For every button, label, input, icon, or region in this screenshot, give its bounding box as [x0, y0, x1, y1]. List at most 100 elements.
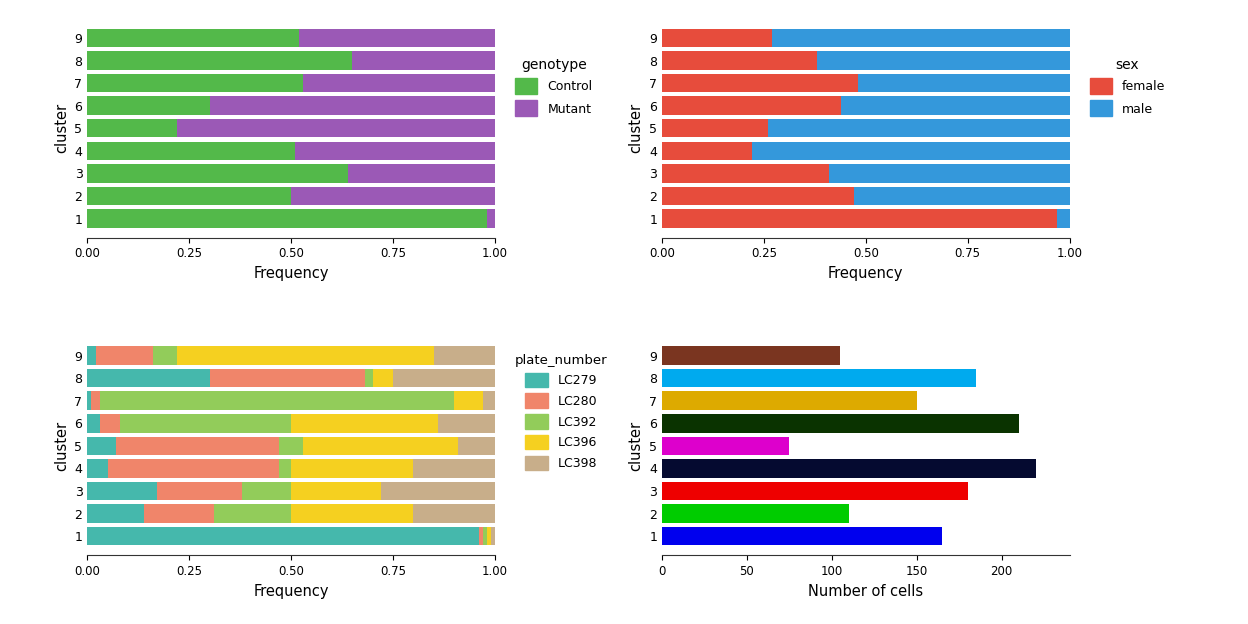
Bar — [413, 459, 495, 478]
Bar — [661, 459, 1036, 478]
X-axis label: Frequency: Frequency — [253, 583, 329, 598]
Bar — [661, 96, 841, 115]
Bar — [661, 51, 817, 70]
Bar — [773, 29, 1070, 47]
Bar — [87, 346, 96, 365]
Bar — [438, 414, 495, 432]
Legend: female, male: female, male — [1090, 58, 1166, 117]
Bar — [87, 187, 291, 205]
Bar — [661, 437, 790, 455]
Bar — [661, 142, 751, 160]
Y-axis label: cluster: cluster — [629, 421, 644, 471]
Bar — [487, 527, 490, 545]
Bar — [87, 391, 91, 410]
Bar — [91, 391, 100, 410]
Bar — [87, 96, 210, 115]
Bar — [177, 119, 495, 137]
Bar — [296, 142, 495, 160]
Bar — [454, 391, 483, 410]
Bar — [87, 504, 145, 523]
Bar — [291, 459, 413, 478]
Bar — [145, 504, 213, 523]
Bar — [291, 482, 381, 500]
Bar — [661, 346, 840, 365]
Bar — [291, 504, 413, 523]
Bar — [661, 391, 917, 410]
Bar — [291, 414, 438, 432]
Bar — [817, 51, 1070, 70]
Bar — [87, 164, 348, 183]
Bar — [96, 346, 152, 365]
Bar — [303, 74, 495, 92]
Bar — [483, 391, 495, 410]
Bar — [116, 437, 278, 455]
Bar — [661, 504, 849, 523]
Bar — [87, 142, 296, 160]
Bar — [120, 414, 291, 432]
Bar — [210, 369, 364, 388]
Bar — [661, 527, 942, 545]
Bar — [278, 459, 291, 478]
Bar — [87, 51, 352, 70]
Bar — [100, 414, 120, 432]
Bar — [87, 459, 107, 478]
Bar — [490, 527, 495, 545]
Bar — [661, 187, 854, 205]
X-axis label: Frequency: Frequency — [829, 266, 904, 281]
Bar — [348, 164, 495, 183]
Bar — [373, 369, 393, 388]
Bar — [157, 482, 242, 500]
Bar — [479, 527, 483, 545]
Y-axis label: cluster: cluster — [629, 103, 644, 154]
Bar — [87, 29, 300, 47]
X-axis label: Number of cells: Number of cells — [809, 583, 924, 598]
Bar — [483, 527, 487, 545]
Bar — [291, 187, 495, 205]
Bar — [381, 482, 495, 500]
Bar — [661, 119, 768, 137]
Bar — [87, 482, 157, 500]
Bar — [1057, 209, 1070, 228]
Bar — [152, 346, 177, 365]
Bar — [661, 29, 773, 47]
Bar — [177, 346, 434, 365]
Bar — [434, 346, 495, 365]
Bar — [87, 209, 487, 228]
Bar — [661, 164, 829, 183]
Bar — [87, 369, 210, 388]
Bar — [413, 504, 495, 523]
Bar — [213, 504, 291, 523]
Bar — [210, 96, 495, 115]
Bar — [364, 369, 373, 388]
Bar — [661, 414, 1018, 432]
Bar — [393, 369, 495, 388]
Bar — [458, 437, 495, 455]
Legend: LC279, LC280, LC392, LC396, LC398: LC279, LC280, LC392, LC396, LC398 — [515, 354, 608, 470]
Y-axis label: cluster: cluster — [54, 103, 69, 154]
Bar — [829, 164, 1070, 183]
Bar — [661, 369, 976, 388]
Bar — [751, 142, 1070, 160]
Bar — [841, 96, 1070, 115]
Bar — [87, 74, 303, 92]
Bar — [768, 119, 1070, 137]
X-axis label: Frequency: Frequency — [253, 266, 329, 281]
Bar — [303, 437, 458, 455]
Y-axis label: cluster: cluster — [54, 421, 69, 471]
Bar — [87, 527, 479, 545]
Bar — [107, 459, 278, 478]
Bar — [661, 74, 857, 92]
Bar — [857, 74, 1070, 92]
Bar — [352, 51, 495, 70]
Bar — [854, 187, 1070, 205]
Bar — [100, 391, 454, 410]
Bar — [87, 437, 116, 455]
Bar — [87, 119, 177, 137]
Bar — [300, 29, 495, 47]
Bar — [242, 482, 291, 500]
Bar — [87, 414, 100, 432]
Legend: Control, Mutant: Control, Mutant — [515, 58, 593, 117]
Bar — [487, 209, 495, 228]
Bar — [278, 437, 303, 455]
Bar — [661, 209, 1057, 228]
